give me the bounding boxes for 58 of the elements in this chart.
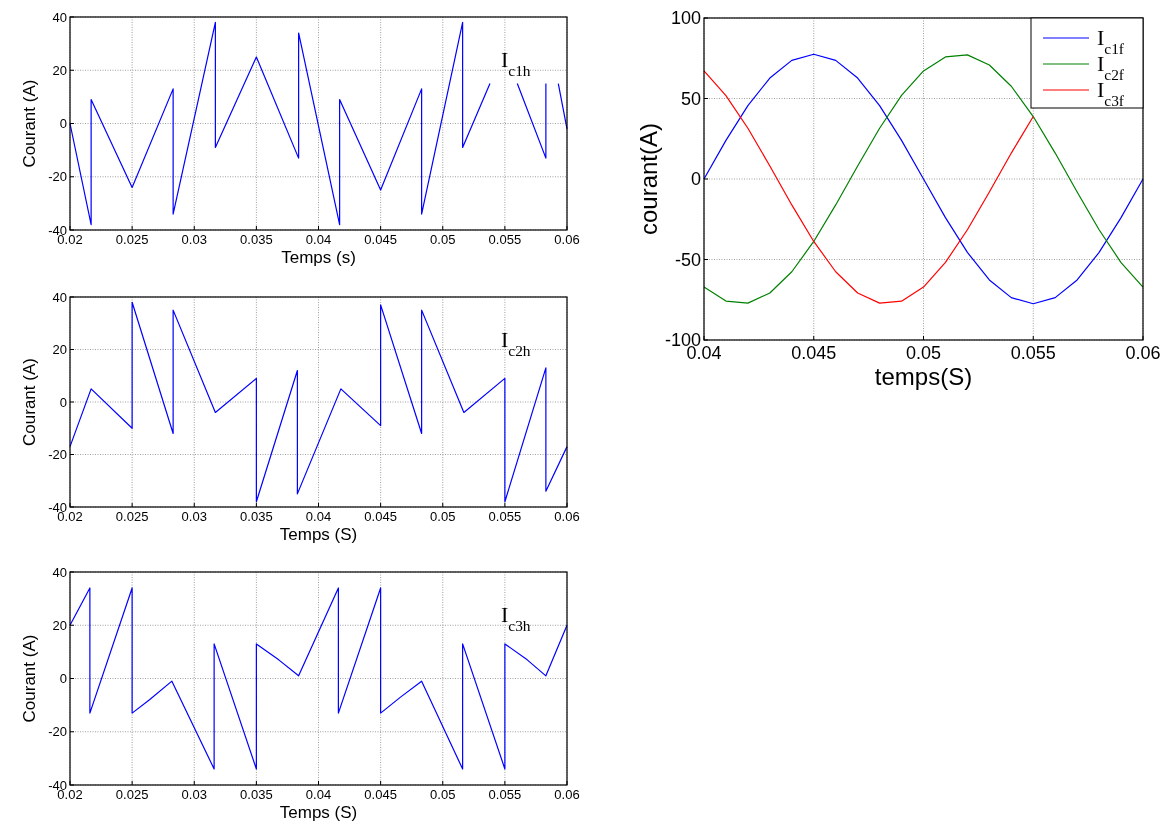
y-tick-label: 40 [52,289,67,305]
y-tick-label: 20 [52,62,67,78]
x-tick-label: 0.05 [430,787,456,802]
x-tick-label: 0.025 [115,787,149,802]
y-tick-label: -20 [48,724,67,740]
x-tick-label: 0.025 [115,232,149,247]
x-axis-title: Temps (s) [281,248,356,267]
x-tick-label: 0.04 [305,509,332,524]
x-tick-label: 0.05 [905,343,942,363]
x-tick-label: 0.055 [1010,343,1056,363]
x-tick-label: 0.045 [364,787,397,802]
y-axis-title: Courant (A) [19,79,39,168]
y-tick-label: 0 [59,671,67,687]
y-tick-label: -20 [48,169,67,185]
annotation: I$_{c2h}$ [501,327,531,359]
y-tick-label: 0 [59,116,67,132]
y-tick-label: -50 [674,249,701,270]
x-tick-label: 0.03 [181,509,207,524]
y-tick-label: -20 [48,447,67,463]
x-tick-label: 0.05 [430,232,456,247]
x-tick-label: 0.06 [1125,343,1161,363]
x-tick-label: 0.04 [305,787,332,802]
x-tick-label: 0.05 [430,509,456,524]
x-tick-label: 0.035 [240,232,273,247]
x-tick-label: 0.025 [115,509,149,524]
x-tick-label: 0.03 [181,232,207,247]
x-axis-title: Temps (S) [279,525,358,544]
y-tick-label: 100 [670,8,701,29]
x-tick-label: 0.045 [364,232,397,247]
x-tick-label: 0.055 [488,509,522,524]
y-tick-label: 20 [52,617,67,633]
x-axis-title: Temps (S) [279,803,358,822]
y-tick-label: 40 [52,564,67,580]
x-tick-label: 0.035 [240,509,273,524]
x-tick-label: 0.06 [554,232,580,247]
annotation: I$_{c1h}$ [501,47,531,79]
x-tick-label: 0.055 [488,787,522,802]
y-axis-title: Courant (A) [19,634,39,723]
y-tick-label: 50 [680,88,701,109]
x-tick-label: 0.06 [554,787,580,802]
y-tick-label: 20 [52,342,67,358]
y-tick-label: 0 [59,394,67,410]
annotation: I$_{c3h}$ [501,602,531,634]
x-tick-label: 0.03 [181,787,207,802]
line-series [69,587,568,770]
line-series [69,301,568,503]
x-axis-title: temps(S) [874,363,973,390]
x-tick-label: 0.055 [488,232,522,247]
y-tick-label: 0 [690,169,701,190]
x-tick-label: 0.06 [554,509,580,524]
x-tick-label: 0.035 [240,787,273,802]
x-tick-label: 0.045 [791,343,837,363]
x-tick-label: 0.04 [305,232,332,247]
line-series [703,70,1034,304]
y-axis-title: courant(A) [634,122,662,236]
y-tick-label: 40 [52,9,67,25]
x-tick-label: 0.045 [364,509,397,524]
y-axis-title: Courant (A) [19,358,39,446]
